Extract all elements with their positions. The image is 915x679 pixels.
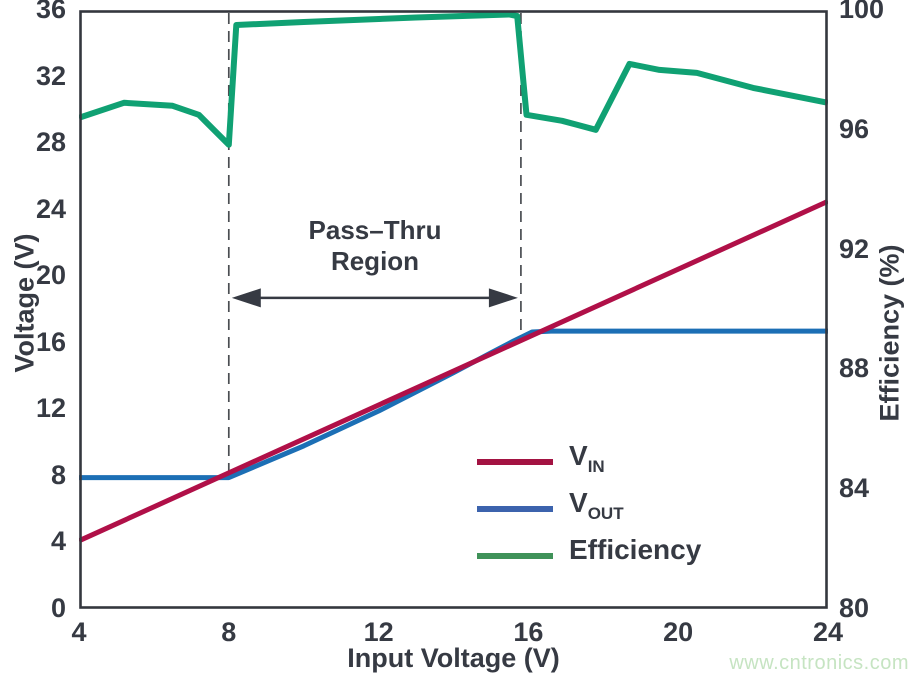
arrow-head-right-icon bbox=[488, 288, 518, 308]
x-tick-8: 8 bbox=[221, 617, 237, 647]
series-line-v_in bbox=[79, 199, 828, 544]
y-left-tick-8: 8 bbox=[50, 459, 66, 490]
y-right-tick-80: 80 bbox=[839, 593, 870, 623]
legend-swatch-vout bbox=[477, 505, 553, 512]
y-left-tick-20: 20 bbox=[35, 260, 66, 291]
y-left-tick-4: 4 bbox=[50, 526, 66, 557]
x-axis-title: Input Voltage (V) bbox=[347, 643, 560, 673]
y-right-tick-88: 88 bbox=[839, 353, 870, 384]
legend-item-vout: VOUT bbox=[477, 485, 701, 532]
legend-label-efficiency: Efficiency bbox=[569, 534, 702, 565]
legend-label-vin: VIN bbox=[569, 440, 605, 477]
y-right-tick-96: 96 bbox=[839, 113, 870, 144]
legend-swatch-vin bbox=[477, 458, 553, 465]
pass-thru-region-line1: Pass–Thru bbox=[308, 215, 442, 245]
y-left-tick-12: 12 bbox=[35, 393, 66, 424]
y-left-tick-28: 28 bbox=[35, 127, 66, 158]
legend-item-vin: VIN bbox=[477, 438, 701, 485]
watermark: www.cntronics.com bbox=[729, 652, 909, 674]
legend: VIN VOUT Efficiency bbox=[477, 438, 701, 579]
y-left-tick-24: 24 bbox=[35, 193, 66, 224]
x-tick-4: 4 bbox=[71, 617, 87, 647]
y-left-tick-0: 0 bbox=[50, 593, 66, 623]
x-tick-16: 16 bbox=[513, 617, 544, 647]
y-left-tick-32: 32 bbox=[35, 60, 66, 91]
series-line-efficiency bbox=[79, 11, 828, 148]
y-axis-right-title: Efficiency (%) bbox=[874, 244, 905, 422]
x-tick-24: 24 bbox=[812, 617, 844, 647]
y-left-tick-36: 36 bbox=[35, 0, 66, 24]
y-axis-left-title: Voltage (V) bbox=[9, 233, 40, 373]
y-right-tick-92: 92 bbox=[839, 233, 870, 264]
series-line-v_out bbox=[79, 328, 828, 481]
pass-thru-region-annotation: Pass–Thru Region bbox=[309, 215, 442, 277]
y-left-tick-16: 16 bbox=[35, 326, 66, 357]
legend-item-efficiency: Efficiency bbox=[477, 532, 701, 579]
legend-swatch-efficiency bbox=[477, 552, 553, 559]
plot-frame bbox=[79, 10, 828, 609]
y-right-tick-100: 100 bbox=[839, 0, 885, 24]
legend-label-vout: VOUT bbox=[569, 487, 624, 524]
x-tick-12: 12 bbox=[363, 617, 394, 647]
arrow-head-left-icon bbox=[231, 288, 261, 308]
chart-plot-area bbox=[79, 10, 828, 609]
x-tick-20: 20 bbox=[663, 617, 694, 647]
pass-thru-region-line2: Region bbox=[330, 246, 420, 276]
y-right-tick-84: 84 bbox=[839, 473, 870, 504]
